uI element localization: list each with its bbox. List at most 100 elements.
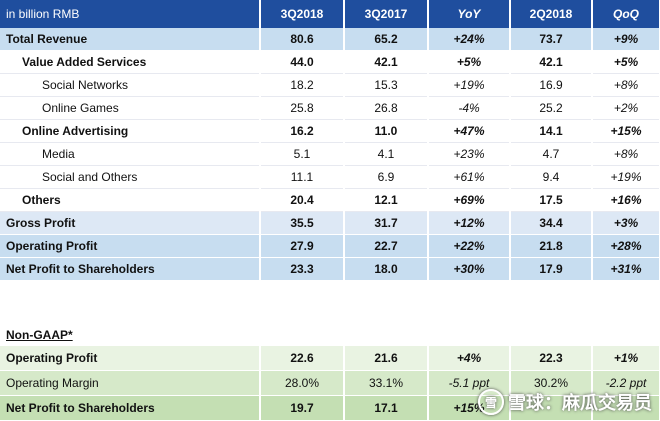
table-row: Others 20.4 12.1 +69% 17.5 +16% (0, 188, 660, 212)
cell: +8% (592, 142, 660, 166)
row-label: Gross Profit (0, 211, 261, 235)
cell: 9.4 (510, 165, 593, 189)
cell: +19% (592, 165, 660, 189)
table-row: Net Profit to Shareholders 19.7 17.1 +15… (0, 395, 660, 421)
table-row: Gross Profit 35.5 31.7 +12% 34.4 +3% (0, 211, 660, 235)
cell: 26.8 (344, 96, 429, 120)
cell (510, 395, 593, 421)
cell: 25.8 (260, 96, 345, 120)
financial-table: in billion RMB 3Q2018 3Q2017 YoY 2Q2018 … (0, 0, 660, 281)
cell: 11.0 (344, 119, 429, 143)
cell: +24% (428, 28, 511, 51)
cell: 33.1% (344, 370, 429, 396)
watermark-text: 雪球：麻瓜交易员 (508, 393, 652, 413)
table-row: Social Networks 18.2 15.3 +19% 16.9 +8% (0, 73, 660, 97)
cell: 42.1 (510, 50, 593, 74)
row-label: Social Networks (0, 73, 261, 97)
cell: +2% (592, 96, 660, 120)
cell: 18.2 (260, 73, 345, 97)
row-label: Media (0, 142, 261, 166)
cell: 31.7 (344, 211, 429, 235)
cell: +61% (428, 165, 511, 189)
cell: 73.7 (510, 28, 593, 51)
row-label: Value Added Services (0, 50, 261, 74)
non-gaap-title: Non-GAAP* (6, 328, 73, 342)
column-header: 2Q2018 (510, 0, 593, 28)
cell: 15.3 (344, 73, 429, 97)
cell: 4.1 (344, 142, 429, 166)
row-label: Social and Others (0, 165, 261, 189)
row-label: Net Profit to Shareholders (0, 395, 261, 421)
non-gaap-table: Operating Profit 22.6 21.6 +4% 22.3 +1% … (0, 346, 660, 421)
cell: 27.9 (260, 234, 345, 258)
cell: +12% (428, 211, 511, 235)
cell: +23% (428, 142, 511, 166)
table-row: Social and Others 11.1 6.9 +61% 9.4 +19% (0, 165, 660, 189)
cell: 16.9 (510, 73, 593, 97)
cell: 22.3 (510, 346, 593, 371)
cell: +28% (592, 234, 660, 258)
cell: +22% (428, 234, 511, 258)
cell: +5% (428, 50, 511, 74)
row-label: Others (0, 188, 261, 212)
row-label: Online Games (0, 96, 261, 120)
cell: 21.6 (344, 346, 429, 371)
table-row: Operating Profit 22.6 21.6 +4% 22.3 +1% (0, 346, 660, 371)
cell: +1% (592, 346, 660, 371)
row-label: Operating Profit (0, 234, 261, 258)
table-row: Online Games 25.8 26.8 -4% 25.2 +2% (0, 96, 660, 120)
cell: 80.6 (260, 28, 345, 51)
table-row: Operating Profit 27.9 22.7 +22% 21.8 +28… (0, 234, 660, 258)
cell: 12.1 (344, 188, 429, 212)
cell: 34.4 (510, 211, 593, 235)
cell: 17.1 (344, 395, 429, 421)
unit-label: in billion RMB (0, 0, 261, 28)
column-header: YoY (428, 0, 511, 28)
table-row: Media 5.1 4.1 +23% 4.7 +8% (0, 142, 660, 166)
cell: -2.2 ppt (592, 370, 660, 396)
cell: 28.0% (260, 370, 345, 396)
cell: 30.2% (510, 370, 593, 396)
cell: 11.1 (260, 165, 345, 189)
cell: 19.7 (260, 395, 345, 421)
cell: +4% (428, 346, 511, 371)
cell: 6.9 (344, 165, 429, 189)
cell: 17.9 (510, 257, 593, 281)
row-label: Total Revenue (0, 28, 261, 51)
table-row: Net Profit to Shareholders 23.3 18.0 +30… (0, 257, 660, 281)
cell: 22.6 (260, 346, 345, 371)
cell: 17.5 (510, 188, 593, 212)
row-label: Operating Profit (0, 346, 261, 371)
cell: +9% (592, 28, 660, 51)
cell: 65.2 (344, 28, 429, 51)
cell: +31% (592, 257, 660, 281)
row-label: Operating Margin (0, 370, 261, 396)
table-row: Total Revenue 80.6 65.2 +24% 73.7 +9% (0, 28, 660, 51)
column-header: 3Q2017 (344, 0, 429, 28)
cell: 18.0 (344, 257, 429, 281)
cell: +69% (428, 188, 511, 212)
column-header: 3Q2018 (260, 0, 345, 28)
table-row: Online Advertising 16.2 11.0 +47% 14.1 +… (0, 119, 660, 143)
cell: 16.2 (260, 119, 345, 143)
snowball-logo-icon: 雪 (478, 389, 504, 415)
cell: 20.4 (260, 188, 345, 212)
cell: 35.5 (260, 211, 345, 235)
cell: 4.7 (510, 142, 593, 166)
cell: +15% (592, 119, 660, 143)
cell: -4% (428, 96, 511, 120)
cell: 14.1 (510, 119, 593, 143)
cell: 21.8 (510, 234, 593, 258)
cell: +30% (428, 257, 511, 281)
row-label: Online Advertising (0, 119, 261, 143)
cell: 5.1 (260, 142, 345, 166)
cell: +3% (592, 211, 660, 235)
cell: +8% (592, 73, 660, 97)
table-row: Value Added Services 44.0 42.1 +5% 42.1 … (0, 50, 660, 74)
row-label: Net Profit to Shareholders (0, 257, 261, 281)
column-header: QoQ (592, 0, 660, 28)
cell: +19% (428, 73, 511, 97)
table-row: Operating Margin 28.0% 33.1% -5.1 ppt 30… (0, 370, 660, 396)
cell: +16% (592, 188, 660, 212)
cell: 23.3 (260, 257, 345, 281)
